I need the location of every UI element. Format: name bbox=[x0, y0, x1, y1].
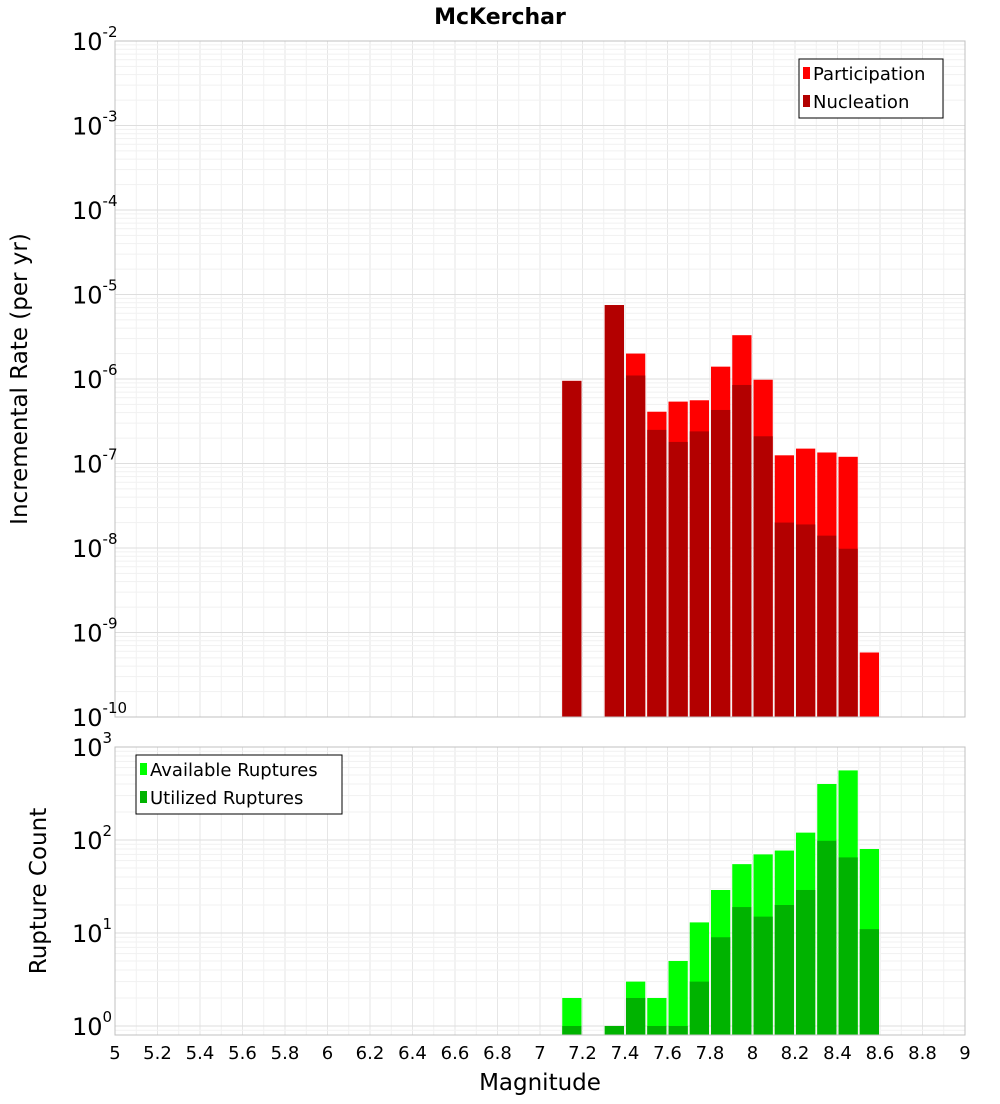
x-tick-label: 5.2 bbox=[143, 1043, 172, 1064]
count-bar-available-ruptures bbox=[668, 960, 688, 1035]
bottom-y-axis-label: Rupture Count bbox=[26, 808, 52, 974]
y-tick-label: 10-10 bbox=[72, 699, 127, 732]
legend-label: Utilized Ruptures bbox=[150, 788, 303, 809]
count-bar-utilized-ruptures bbox=[668, 1025, 688, 1035]
x-tick-label: 8 bbox=[747, 1043, 758, 1064]
rate-bar-nucleation bbox=[711, 409, 731, 717]
count-bar-utilized-ruptures bbox=[774, 904, 794, 1035]
bottom-legend: Available Ruptures Utilized Ruptures bbox=[135, 754, 343, 815]
x-tick-label: 8.2 bbox=[781, 1043, 810, 1064]
rate-bar-nucleation bbox=[817, 535, 837, 717]
bottom-y-ticks: 100 101 102 103 bbox=[72, 729, 112, 1041]
y-tick-label: 10-7 bbox=[72, 446, 118, 479]
count-bar-utilized-ruptures bbox=[796, 889, 816, 1035]
y-tick-label: 100 bbox=[72, 1008, 112, 1041]
legend-label: Available Ruptures bbox=[150, 760, 318, 781]
rate-bar-nucleation bbox=[626, 375, 646, 717]
x-tick-label: 7.6 bbox=[653, 1043, 682, 1064]
rate-bar-nucleation bbox=[647, 429, 667, 717]
legend-swatch bbox=[140, 791, 147, 803]
rate-bar-nucleation bbox=[753, 436, 773, 717]
x-tick-label: 6.2 bbox=[356, 1043, 385, 1064]
rate-bar-nucleation bbox=[689, 431, 709, 717]
x-tick-label: 5 bbox=[109, 1043, 120, 1064]
x-ticks: 5 5.2 5.4 5.6 5.8 6 6.2 6.4 6.6 6.8 7 7.2 7.4 7.6 7.8 8… bbox=[109, 1043, 970, 1064]
x-tick-label: 8.4 bbox=[823, 1043, 852, 1064]
top-y-ticks: 10-10 10-9 10-8 10-7 10-6 10-5 10-4 10-3 10-2 bbox=[72, 23, 127, 732]
x-tick-label: 8.8 bbox=[908, 1043, 937, 1064]
y-tick-label: 102 bbox=[72, 822, 112, 855]
top-plot-frame bbox=[114, 40, 966, 718]
legend-label: Nucleation bbox=[813, 92, 909, 113]
rate-bar-nucleation bbox=[732, 384, 752, 717]
y-tick-label: 10-3 bbox=[72, 108, 118, 141]
x-tick-label: 6.8 bbox=[483, 1043, 512, 1064]
rate-bar-nucleation bbox=[796, 524, 816, 717]
top-y-axis-label: Incremental Rate (per yr) bbox=[7, 233, 33, 525]
count-bar-utilized-ruptures bbox=[753, 916, 773, 1035]
y-tick-label: 101 bbox=[72, 915, 112, 948]
rate-bar-nucleation bbox=[774, 522, 794, 717]
count-bar-utilized-ruptures bbox=[562, 1025, 582, 1035]
legend-swatch bbox=[140, 763, 147, 775]
count-bar-utilized-ruptures bbox=[604, 1025, 624, 1035]
top-bars bbox=[562, 305, 879, 717]
rate-bar-nucleation bbox=[604, 305, 624, 717]
y-tick-label: 10-8 bbox=[72, 530, 118, 563]
y-tick-label: 10-2 bbox=[72, 23, 118, 56]
x-tick-label: 8.6 bbox=[866, 1043, 895, 1064]
y-tick-label: 10-9 bbox=[72, 615, 118, 648]
x-tick-label: 5.8 bbox=[271, 1043, 300, 1064]
rate-bar-nucleation bbox=[668, 441, 688, 717]
y-tick-label: 103 bbox=[72, 729, 112, 762]
x-tick-label: 5.6 bbox=[228, 1043, 257, 1064]
bottom-bars bbox=[562, 770, 879, 1035]
x-tick-label: 5.4 bbox=[186, 1043, 215, 1064]
x-tick-label: 7.8 bbox=[696, 1043, 725, 1064]
rate-bar-nucleation bbox=[838, 548, 858, 717]
x-tick-label: 7.2 bbox=[568, 1043, 597, 1064]
rate-bar-nucleation bbox=[562, 380, 582, 717]
y-tick-label: 10-6 bbox=[72, 361, 118, 394]
x-tick-label: 6 bbox=[322, 1043, 333, 1064]
count-bar-utilized-ruptures bbox=[626, 997, 646, 1035]
bottom-plot-frame bbox=[114, 746, 966, 1036]
top-grid bbox=[114, 40, 966, 718]
x-axis-label: Magnitude bbox=[479, 1070, 601, 1096]
count-bar-utilized-ruptures bbox=[859, 929, 879, 1035]
count-bar-utilized-ruptures bbox=[838, 857, 858, 1035]
x-tick-label: 7.4 bbox=[611, 1043, 640, 1064]
count-bar-available-ruptures bbox=[562, 997, 582, 1035]
count-bar-available-ruptures bbox=[647, 997, 667, 1035]
count-bar-utilized-ruptures bbox=[817, 840, 837, 1035]
count-bar-utilized-ruptures bbox=[732, 907, 752, 1035]
legend-box bbox=[135, 754, 343, 815]
rate-bar-participation bbox=[859, 652, 879, 717]
x-tick-label: 6.6 bbox=[441, 1043, 470, 1064]
x-tick-label: 9 bbox=[959, 1043, 970, 1064]
y-tick-label: 10-4 bbox=[72, 192, 118, 225]
y-tick-label: 10-5 bbox=[72, 277, 118, 310]
top-legend: Participation Nucleation bbox=[798, 58, 944, 119]
legend-swatch bbox=[803, 67, 810, 79]
legend-box bbox=[798, 58, 944, 119]
count-bar-utilized-ruptures bbox=[689, 981, 709, 1035]
x-tick-label: 6.4 bbox=[398, 1043, 427, 1064]
count-bar-utilized-ruptures bbox=[647, 1025, 667, 1035]
legend-swatch bbox=[803, 95, 810, 107]
legend-label: Participation bbox=[813, 64, 925, 85]
chart-title: McKerchar bbox=[434, 5, 566, 30]
count-bar-utilized-ruptures bbox=[711, 937, 731, 1035]
x-tick-label: 7 bbox=[534, 1043, 545, 1064]
